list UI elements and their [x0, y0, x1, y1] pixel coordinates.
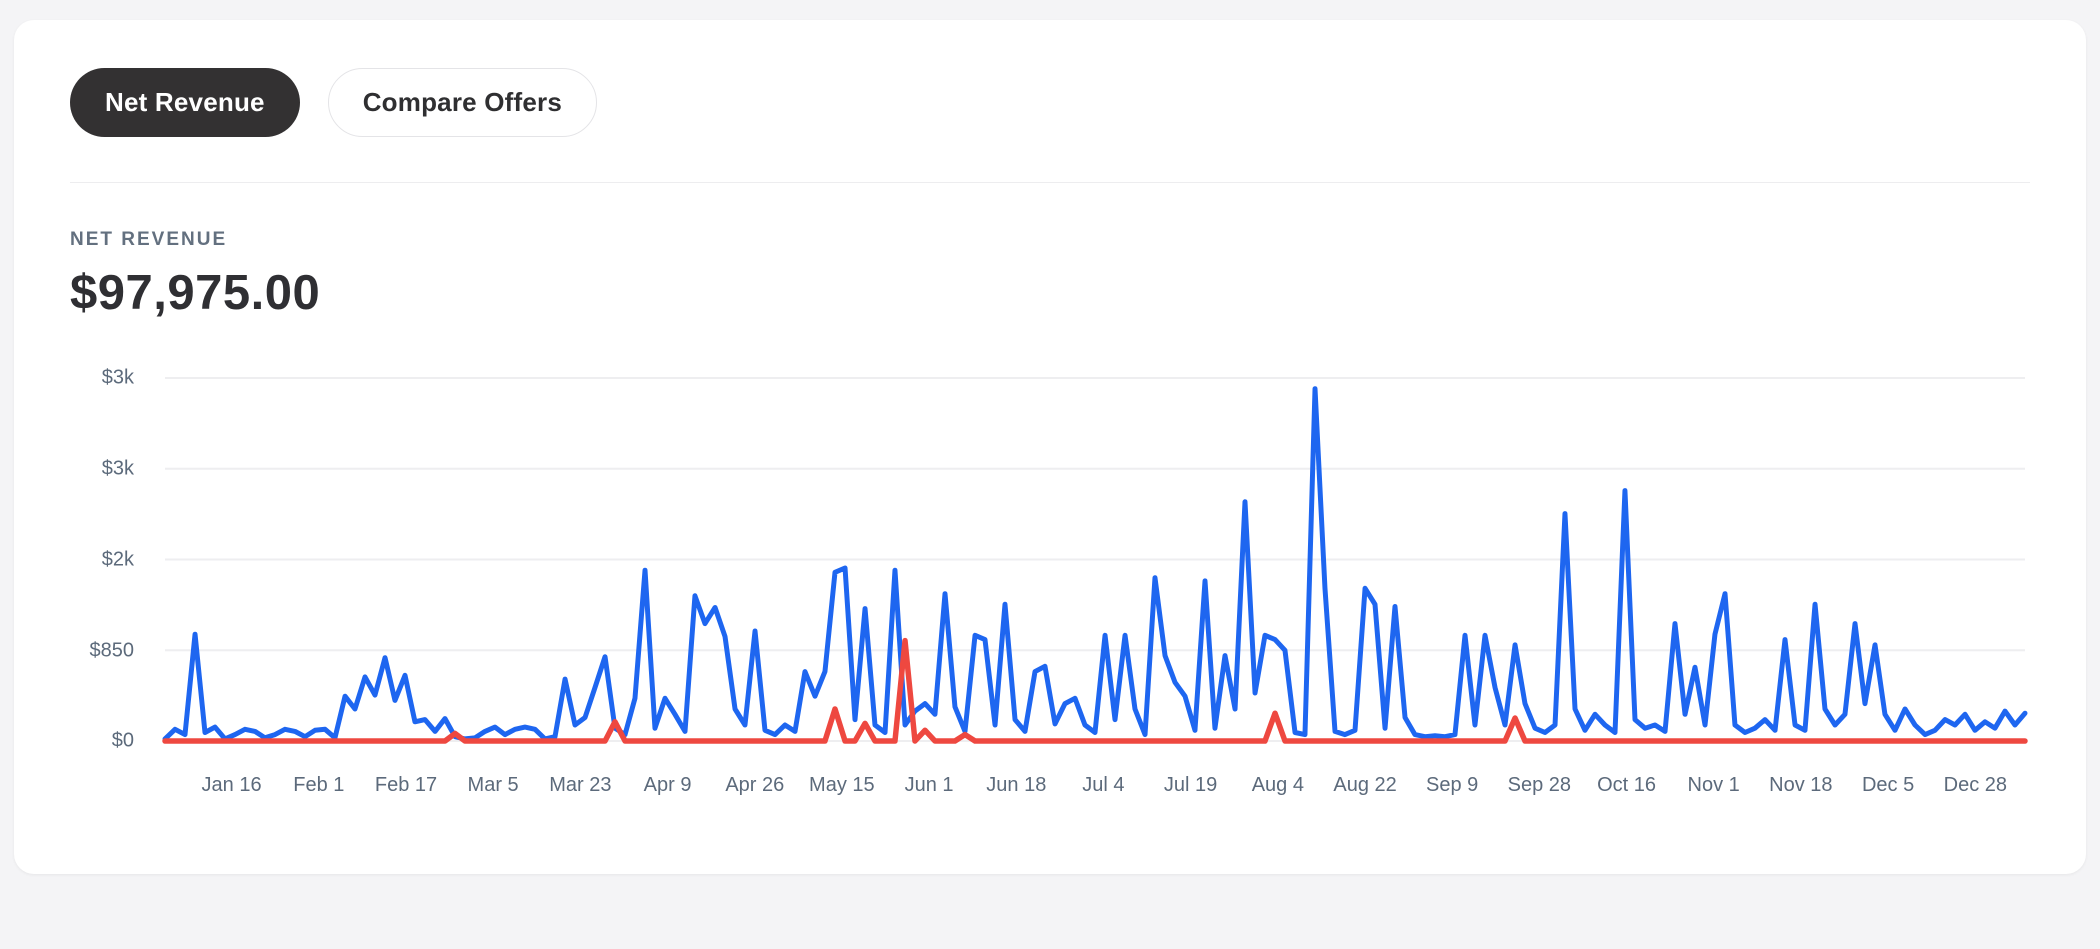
- y-tick-label: $850: [89, 639, 135, 662]
- x-tick-label: Jul 19: [1163, 774, 1218, 797]
- gridlines: [165, 377, 2025, 743]
- x-tick-label: Dec 28: [1943, 774, 2008, 797]
- y-axis: $3k $3k $2k $850 $0: [70, 367, 135, 752]
- x-tick-label: Mar 5: [467, 774, 519, 797]
- x-tick-label: Jan 16: [201, 774, 262, 797]
- secondary-series-line: [162, 638, 2028, 745]
- x-tick-label: Feb 17: [374, 774, 438, 797]
- x-tick-label: Nov 1: [1687, 774, 1740, 797]
- y-tick-label: $3k: [101, 457, 134, 480]
- x-tick-label: Aug 22: [1333, 774, 1397, 797]
- x-tick-label: Aug 4: [1251, 774, 1304, 797]
- metric-label: NET REVENUE: [70, 229, 228, 250]
- x-tick-label: Nov 18: [1769, 774, 1833, 797]
- view-toggle: Net Revenue Compare Offers: [70, 68, 2030, 137]
- x-tick-label: Feb 1: [293, 774, 345, 797]
- y-tick-label: $0: [111, 729, 134, 752]
- y-tick-label: $2k: [101, 548, 134, 571]
- primary-series-line: [162, 386, 2028, 742]
- net-revenue-tab[interactable]: Net Revenue: [70, 68, 300, 137]
- x-tick-label: Jul 4: [1082, 774, 1125, 797]
- x-tick-label: Sep 28: [1507, 774, 1572, 797]
- x-tick-label: Mar 23: [549, 774, 612, 797]
- x-tick-label: Sep 9: [1425, 774, 1479, 797]
- x-tick-label: Jun 18: [986, 774, 1047, 797]
- x-tick-label: Oct 16: [1597, 774, 1657, 797]
- y-tick-label: $3k: [101, 366, 134, 389]
- x-tick-label: Apr 26: [725, 774, 785, 797]
- x-tick-label: Jun 1: [904, 774, 954, 797]
- x-tick-label: Apr 9: [643, 774, 692, 797]
- x-axis: Jan 16 Feb 1 Feb 17 Mar 5 Mar 23 Apr 9 Apr 26 M…: [165, 774, 2025, 804]
- metric-value: $97,975.00: [70, 266, 321, 320]
- plot-area[interactable]: [162, 376, 2028, 748]
- net-revenue-chart: $3k $3k $2k $850 $0 Jan 16 Feb 1 Feb 17 Mar 5 Ma…: [70, 367, 2030, 816]
- x-tick-label: Dec 5: [1861, 774, 1915, 797]
- compare-offers-tab[interactable]: Compare Offers: [327, 68, 598, 137]
- chart-svg: [162, 377, 2028, 745]
- header-divider: [70, 182, 2030, 183]
- net-revenue-card: Net Revenue Compare Offers NET REVENUE $…: [14, 20, 2086, 874]
- x-tick-label: May 15: [809, 774, 875, 797]
